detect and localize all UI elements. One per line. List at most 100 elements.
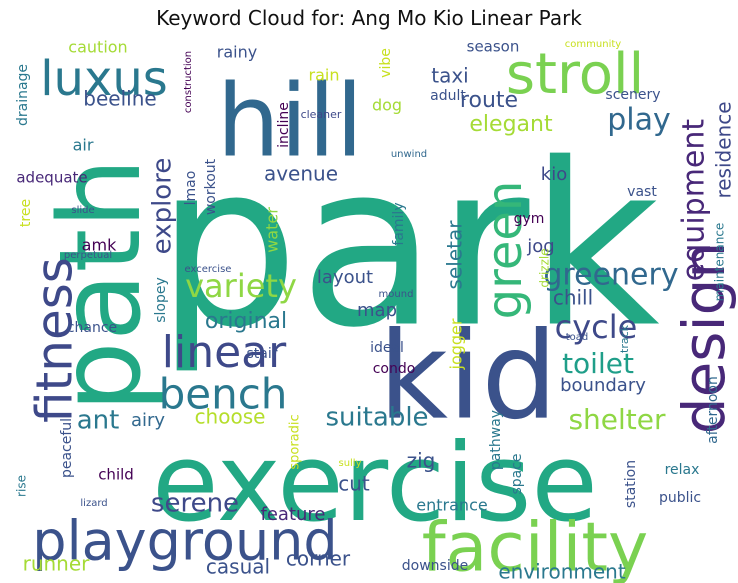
word-jog: jog <box>526 236 554 257</box>
word-corner: corner <box>286 547 351 571</box>
word-adult: adult <box>430 88 466 104</box>
word-tree: tree <box>18 199 34 227</box>
word-construction: construction <box>183 51 194 113</box>
word-taxi: taxi <box>431 64 469 88</box>
word-gym: gym <box>514 211 545 227</box>
word-entrance: entrance <box>416 496 487 515</box>
word-green: green <box>477 181 533 320</box>
word-playground: playground <box>32 510 337 573</box>
word-facility: facility <box>422 509 649 583</box>
word-map: map <box>357 300 397 321</box>
word-kid: kid <box>378 308 557 447</box>
word-suitable: suitable <box>325 403 428 433</box>
word-slide: slide <box>71 205 94 216</box>
word-beeline: beeline <box>83 87 156 111</box>
word-runner: runner <box>23 552 91 576</box>
word-path: path <box>36 158 166 413</box>
word-greenery: greenery <box>543 258 678 293</box>
word-vibe: vibe <box>378 48 394 78</box>
word-vast: vast <box>627 184 657 200</box>
word-downside: downside <box>402 558 468 574</box>
word-lizard: lizard <box>80 498 107 509</box>
word-stroll: stroll <box>506 42 644 107</box>
word-chance: chance <box>67 320 117 336</box>
word-maintenance: maintenance <box>713 223 727 302</box>
word-ant: ant <box>77 406 120 436</box>
word-choose: choose <box>195 405 266 429</box>
word-excercise: excercise <box>185 264 232 275</box>
word-toilet: toilet <box>562 347 634 380</box>
word-sporadic: sporadic <box>288 414 303 469</box>
word-season: season <box>467 38 520 56</box>
word-cycle: cycle <box>555 308 638 346</box>
word-perpetual: perpetual <box>64 250 112 261</box>
word-air: air <box>73 136 94 155</box>
word-peaceful: peaceful <box>59 418 75 478</box>
word-cleaner: cleaner <box>301 108 342 121</box>
word-elegant: elegant <box>469 112 553 137</box>
word-fitness: fitness <box>26 257 84 423</box>
word-track: track <box>618 324 631 353</box>
word-kio: kio <box>541 164 567 185</box>
word-station: station <box>623 460 639 508</box>
word-child: child <box>98 466 134 484</box>
word-slopey: slopey <box>153 277 169 323</box>
word-caution: caution <box>68 38 127 57</box>
word-amk: amk <box>82 236 117 255</box>
word-scenery: scenery <box>605 87 660 103</box>
word-stair: stair <box>246 346 277 362</box>
word-water: water <box>263 207 282 253</box>
word-hill: hill <box>217 62 364 179</box>
word-incline: incline <box>276 102 292 148</box>
word-explore: explore <box>148 158 178 255</box>
word-toad: toad <box>566 332 589 343</box>
word-family: family <box>391 202 407 245</box>
word-rainy: rainy <box>217 43 257 62</box>
word-afternoon: afternoon <box>705 376 721 444</box>
word-shelter: shelter <box>568 403 666 436</box>
word-relax: relax <box>665 462 700 478</box>
word-zig: zig <box>407 449 436 473</box>
word-lmao: lmao <box>183 171 199 206</box>
word-adequate: adequate <box>16 169 87 187</box>
word-avenue: avenue <box>264 162 338 186</box>
word-exercise: exercise <box>152 421 598 546</box>
word-environment: environment <box>498 560 626 583</box>
word-condo: condo <box>373 361 416 377</box>
word-ideal: ideal <box>370 340 404 356</box>
word-boundary: boundary <box>560 375 646 396</box>
word-cut: cut <box>338 472 370 496</box>
word-original: original <box>205 309 287 334</box>
word-route: route <box>460 88 518 113</box>
word-rise: rise <box>15 475 29 497</box>
word-design: design <box>670 242 738 434</box>
word-equipment: equipment <box>677 119 712 282</box>
word-feature: feature <box>261 504 326 525</box>
word-public: public <box>659 490 701 506</box>
word-layout: layout <box>317 267 373 288</box>
word-jogger: jogger <box>447 318 466 370</box>
word-mound: mound <box>379 289 414 300</box>
word-chill: chill <box>553 286 593 310</box>
word-airy: airy <box>131 410 165 431</box>
word-community: community <box>565 39 621 50</box>
word-workout: workout <box>203 158 219 215</box>
word-residence: residence <box>712 101 736 198</box>
word-drainage: drainage <box>15 64 31 126</box>
word-casual: casual <box>206 555 270 579</box>
word-variety: variety <box>185 267 297 305</box>
page-title: Keyword Cloud for: Ang Mo Kio Linear Par… <box>156 6 582 30</box>
word-dog: dog <box>372 96 402 115</box>
word-linear: linear <box>162 327 287 378</box>
word-pathway: pathway <box>488 410 504 470</box>
word-luxus: luxus <box>40 51 168 107</box>
word-bench: bench <box>159 370 288 419</box>
word-sully: sully <box>338 458 361 469</box>
word-park: park <box>156 116 660 378</box>
word-unwind: unwind <box>391 149 427 160</box>
word-rain: rain <box>309 66 340 85</box>
word-serene: serene <box>151 489 239 519</box>
word-seletar: seletar <box>443 220 467 290</box>
word-play: play <box>607 103 671 138</box>
